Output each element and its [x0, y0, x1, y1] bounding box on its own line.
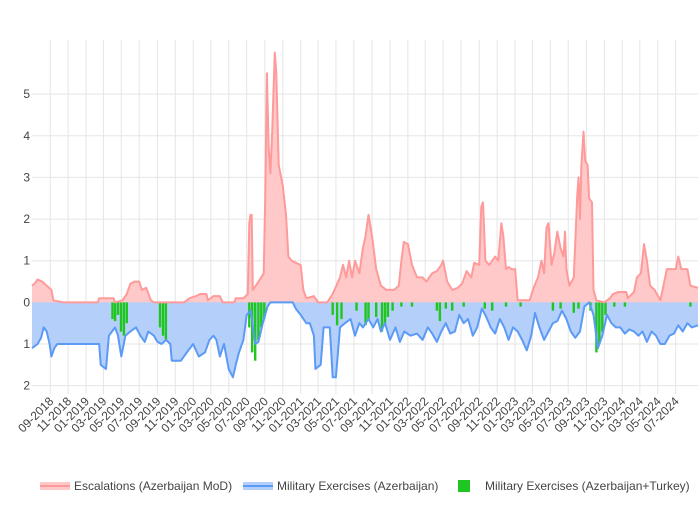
- joint-exercise-bar: [438, 302, 442, 322]
- joint-exercise-bar: [161, 302, 165, 336]
- legend-item[interactable]: Military Exercises (Azerbaijan): [243, 479, 438, 493]
- joint-exercise-bar: [254, 302, 257, 361]
- joint-exercise-bar: [164, 302, 168, 340]
- exercises-area: [32, 302, 698, 378]
- y-tick-label: 1: [23, 254, 30, 268]
- joint-exercise-bar: [375, 302, 378, 317]
- joint-exercise-bar: [623, 302, 627, 307]
- joint-exercise-bar: [125, 302, 128, 324]
- joint-exercise-bar: [451, 302, 454, 311]
- joint-exercise-bar: [410, 302, 414, 307]
- joint-exercise-bar: [331, 302, 334, 315]
- joint-exercise-bar: [380, 302, 384, 332]
- joint-exercise-bar: [116, 302, 120, 315]
- joint-exercise-bar: [248, 302, 251, 328]
- exercises-line: [31, 301, 699, 379]
- y-tick-label: 2: [23, 212, 30, 226]
- joint-exercise-bar: [577, 302, 580, 309]
- legend-item[interactable]: Escalations (Azerbaijan MoD): [40, 479, 232, 493]
- joint-exercise-bar: [504, 302, 508, 307]
- joint-exercise-bar: [604, 302, 607, 315]
- escalations-area: [32, 52, 698, 303]
- joint-exercise-bar: [483, 302, 486, 309]
- legend-item[interactable]: Military Exercises (Azerbaijan+Turkey): [458, 479, 690, 493]
- joint-exercise-bar: [263, 302, 266, 320]
- joint-exercise-bar: [435, 302, 439, 311]
- series-layer: [31, 51, 699, 379]
- legend-label: Escalations (Azerbaijan MoD): [74, 479, 232, 493]
- joint-exercise-bar: [260, 302, 263, 328]
- y-tick-label: 1: [23, 337, 30, 351]
- joint-exercise-bar: [519, 302, 522, 307]
- joint-exercise-bar: [689, 302, 692, 307]
- y-tick-label: 5: [23, 87, 30, 101]
- joint-exercise-bar: [491, 302, 494, 311]
- joint-exercise-bar: [551, 302, 555, 311]
- y-tick-label: 2: [23, 379, 30, 393]
- y-tick-label: 3: [23, 170, 30, 184]
- legend-swatch: [458, 480, 470, 492]
- joint-exercise-bar: [335, 302, 339, 326]
- joint-exercise-bar: [355, 302, 358, 311]
- joint-exercise-bar: [400, 302, 403, 307]
- joint-exercise-bar: [598, 302, 601, 344]
- joint-exercise-bar: [119, 302, 123, 332]
- legend[interactable]: Escalations (Azerbaijan MoD) Military Exe…: [40, 479, 690, 493]
- joint-exercise-bar: [601, 302, 604, 332]
- joint-exercise-bar: [111, 302, 114, 320]
- joint-exercise-bar: [613, 302, 616, 307]
- escalations-line: [31, 51, 699, 304]
- joint-exercise-bar: [386, 302, 390, 317]
- y-tick-label: 4: [23, 129, 30, 143]
- joint-exercise-bar: [383, 302, 387, 326]
- joint-exercise-bar: [340, 302, 343, 320]
- joint-exercise-bar: [367, 302, 370, 320]
- joint-exercise-bar: [122, 302, 126, 336]
- joint-exercise-bar: [113, 302, 117, 322]
- joint-exercise-bar: [559, 302, 562, 309]
- joint-exercise-bar: [462, 302, 465, 307]
- joint-exercise-bar: [364, 302, 367, 326]
- joint-exercise-bar: [257, 302, 260, 340]
- joint-exercise-bar: [595, 302, 598, 353]
- joint-exercise-bar: [572, 302, 575, 313]
- joint-exercise-bar: [158, 302, 162, 328]
- legend-label: Military Exercises (Azerbaijan+Turkey): [485, 479, 690, 493]
- joint-exercise-bar: [391, 302, 394, 311]
- legend-label: Military Exercises (Azerbaijan): [277, 479, 438, 493]
- y-tick-label: 0: [23, 295, 30, 309]
- joint-exercise-bar: [444, 302, 447, 309]
